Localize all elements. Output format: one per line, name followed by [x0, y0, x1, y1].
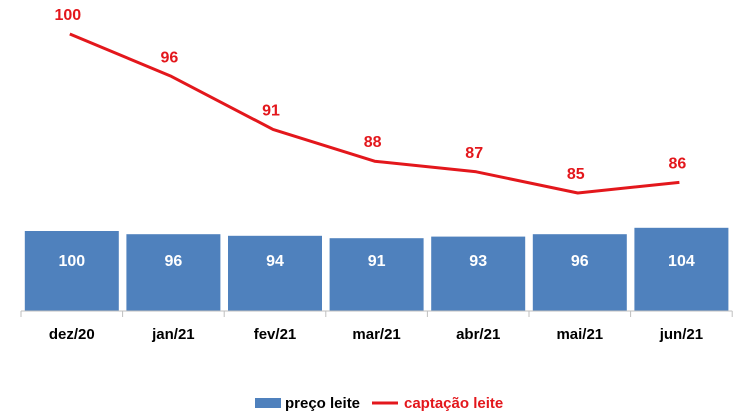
x-tick-label: jan/21	[151, 326, 195, 343]
legend-label-captacao-leite: captação leite	[404, 395, 503, 412]
bar-value-label: 96	[571, 253, 589, 270]
x-tick-label: jun/21	[659, 326, 703, 343]
bar-value-label: 93	[469, 253, 487, 270]
legend-label-preco-leite: preço leite	[285, 395, 360, 412]
bar-mar-21	[329, 238, 424, 311]
bar-dez-20	[24, 231, 119, 311]
bar-series-preco-leite: 100 96 94 91 93 96 104	[24, 227, 729, 311]
x-tick-label: fev/21	[254, 326, 297, 343]
bar-value-label: 100	[58, 253, 85, 270]
line-value-label: 86	[669, 155, 687, 172]
bar-abr-21	[431, 236, 526, 311]
bar-value-label: 94	[266, 253, 284, 270]
line-value-label: 88	[364, 134, 382, 151]
bar-value-label: 96	[165, 253, 183, 270]
line-captacao-leite	[69, 32, 680, 195]
legend: preço leite captação leite	[255, 395, 503, 412]
line-value-label: 96	[161, 49, 179, 66]
bar-fev-21	[228, 235, 322, 311]
line-series-captacao-leite: 100 96 91 88 87 85 86	[54, 7, 687, 195]
legend-swatch-preco-leite	[255, 398, 281, 408]
x-axis-ticks: dez/20 jan/21 fev/21 mar/21 abr/21 mai/21 jun/…	[20, 311, 733, 343]
bar-value-label: 91	[368, 253, 386, 270]
bar-jun-21	[634, 227, 729, 311]
x-tick-label: mai/21	[556, 326, 603, 343]
x-tick-label: dez/20	[49, 326, 95, 343]
x-tick-label: abr/21	[456, 326, 500, 343]
x-tick-label: mar/21	[352, 326, 400, 343]
line-value-label: 91	[262, 102, 280, 119]
bar-value-label: 104	[668, 253, 695, 270]
bar-jan-21	[126, 234, 221, 311]
line-value-label: 87	[465, 145, 483, 162]
line-value-label: 100	[54, 7, 81, 24]
line-value-label: 85	[567, 166, 585, 183]
bar-mai-21	[532, 234, 627, 311]
